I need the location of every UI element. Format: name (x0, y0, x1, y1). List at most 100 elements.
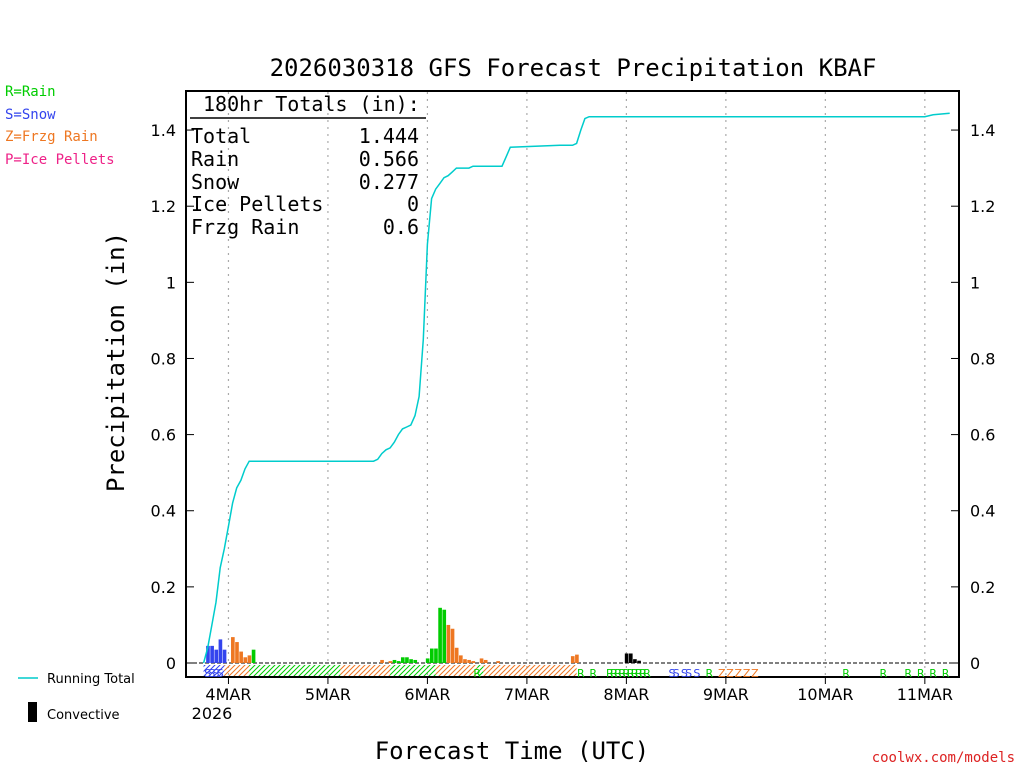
totals-heading: 180hr Totals (in): (203, 92, 420, 116)
y-tick-label-right: 1.4 (970, 121, 995, 140)
precip-bar (400, 657, 405, 663)
type-marker: R (639, 667, 647, 680)
precip-type-legend: R=Rain S=Snow Z=Frzg Rain P=Ice Pellets (5, 84, 115, 168)
legend-frzg-rain: Z=Frzg Rain (5, 129, 98, 145)
running-total-legend-label: Running Total (47, 672, 135, 687)
type-marker: R (942, 667, 950, 680)
legend-snow: S=Snow (5, 107, 56, 123)
y-tick-label-left: 1 (166, 273, 176, 292)
type-marker: S (213, 667, 220, 680)
series-legend: Running Total Convective (18, 672, 135, 723)
type-marker: R (631, 667, 639, 680)
y-tick-label-left: 0 (166, 654, 176, 673)
x-tick-label: 5MAR (305, 685, 351, 704)
type-marker: S (673, 667, 680, 680)
precip-bar (429, 648, 434, 663)
precip-bar (637, 660, 641, 663)
y-tick-label-right: 1 (970, 273, 980, 292)
precip-bar (633, 659, 637, 663)
type-marker: S (204, 667, 211, 680)
precip-bar (442, 609, 447, 663)
type-marker: R (917, 667, 925, 680)
precip-bar (471, 661, 476, 663)
precip-bar (434, 648, 438, 663)
precip-bar (496, 661, 500, 663)
running-total-series (202, 112, 950, 664)
precip-bar (206, 645, 210, 663)
y-tick-label-left: 1.2 (151, 197, 176, 216)
precip-bar (450, 628, 455, 663)
credit-text: coolwx.com/models (872, 750, 1015, 766)
precip-bar (210, 645, 214, 663)
y-axis-label: Precipitation (in) (102, 232, 130, 492)
precip-bar (243, 657, 248, 663)
legend-ice-pellets: P=Ice Pellets (5, 152, 115, 168)
type-marker: Z (735, 667, 743, 680)
type-marker: R (904, 667, 912, 680)
plot-frame (185, 90, 960, 678)
type-marker: Z (726, 667, 734, 680)
y-tick-label-right: 1.2 (970, 197, 995, 216)
precip-bar (247, 655, 252, 663)
totals-label-frzg-rain: Frzg Rain (191, 215, 299, 239)
type-strip-segment (483, 665, 577, 676)
type-marker: S (685, 667, 692, 680)
precip-type-strip (203, 665, 577, 676)
running-total-line (202, 112, 950, 664)
type-strip-segment (340, 665, 391, 676)
precip-bar (570, 656, 575, 663)
precip-bar (454, 647, 459, 663)
precip-bar (251, 649, 256, 663)
totals-box: 180hr Totals (in): Total 1.444 Rain 0.56… (190, 92, 426, 239)
type-marker: R (623, 667, 631, 680)
type-marker: R (643, 667, 651, 680)
type-strip-segment (477, 665, 484, 676)
type-marker: R (473, 667, 481, 680)
y-tick-label-left: 0.8 (151, 349, 176, 368)
totals-value-ice-pellets: 0 (407, 192, 419, 216)
type-marker: R (842, 667, 850, 680)
x-tick-label: 8MAR (603, 685, 649, 704)
precip-bar (388, 661, 393, 663)
precip-bar (446, 624, 451, 663)
precip-bar (392, 659, 397, 663)
x-axis-ticks: 4MAR 5MAR 6MAR 7MAR 8MAR 9MAR 10MAR 11MAR (205, 676, 953, 704)
x-tick-label: 6MAR (404, 685, 450, 704)
y-tick-label-right: 0.6 (970, 426, 995, 445)
type-marker: R (880, 667, 888, 680)
precip-bars (206, 607, 641, 663)
legend-rain: R=Rain (5, 84, 56, 100)
x-tick-label: 7MAR (504, 685, 550, 704)
type-marker: S (693, 667, 700, 680)
y-tick-label-right: 0.2 (970, 578, 995, 597)
type-marker: R (614, 667, 622, 680)
precip-bar (483, 659, 488, 663)
type-marker: R (610, 667, 618, 680)
type-strip-segment (390, 665, 436, 676)
precip-bar (396, 661, 401, 663)
type-marker: Z (743, 667, 751, 680)
y-tick-label-right: 0.8 (970, 349, 995, 368)
x-tick-label: 11MAR (897, 685, 953, 704)
precip-bar (231, 637, 235, 663)
type-marker: R (577, 667, 585, 680)
precip-bar (624, 653, 629, 663)
precip-bar (409, 659, 413, 663)
totals-label-snow: Snow (191, 170, 240, 194)
totals-value-total: 1.444 (359, 124, 419, 148)
totals-label-rain: Rain (191, 147, 239, 171)
precip-bar (218, 639, 223, 663)
precip-bar (239, 651, 243, 663)
y-tick-label-right: 0.4 (970, 502, 995, 521)
type-marker: Z (751, 667, 759, 680)
type-marker: R (627, 667, 635, 680)
type-strip-segment (224, 665, 250, 676)
x-tick-label: 10MAR (797, 685, 853, 704)
type-marker: R (635, 667, 643, 680)
precip-bar (413, 659, 418, 663)
precip-bar (575, 654, 579, 663)
y-tick-label-left: 0.2 (151, 578, 176, 597)
precip-bar (235, 642, 239, 663)
type-marker: Z (718, 667, 726, 680)
